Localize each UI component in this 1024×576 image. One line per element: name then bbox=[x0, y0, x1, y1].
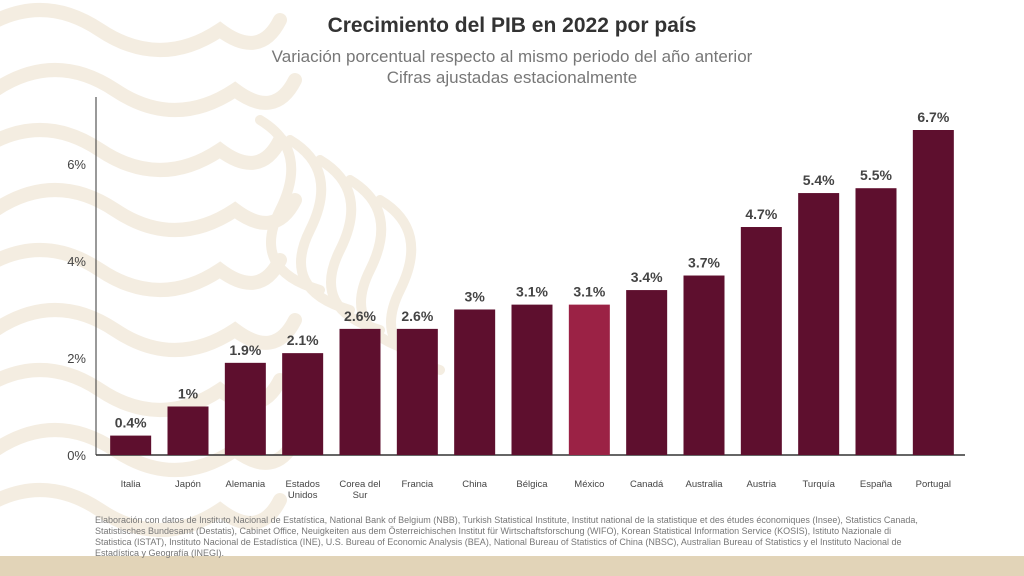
bar bbox=[740, 227, 782, 455]
pattern-swirl bbox=[0, 183, 302, 237]
pattern-swirl bbox=[0, 423, 302, 477]
x-tick-label: Francia bbox=[401, 479, 433, 490]
bar-value-label: 3.4% bbox=[631, 269, 663, 285]
bar-value-label: 0.4% bbox=[115, 415, 147, 431]
bar-value-label: 3.7% bbox=[688, 255, 720, 271]
pattern-swirl bbox=[0, 3, 287, 57]
x-tick-label: Alemania bbox=[226, 479, 266, 490]
bar-value-label: 4.7% bbox=[745, 206, 777, 222]
bar-chart: 0% 2% 4% 6% 0.4% Italia 1% Japón 1.9% Alemania 2.1… bbox=[67, 97, 965, 501]
x-tick-label: Italia bbox=[121, 479, 142, 490]
x-tick-label: Japón bbox=[175, 479, 201, 490]
bar-value-label: 1.9% bbox=[229, 342, 261, 358]
y-tick-label: 0% bbox=[67, 448, 86, 463]
pattern-swirl bbox=[0, 303, 302, 357]
bar-value-label: 2.1% bbox=[287, 332, 319, 348]
x-tick-label: Bélgica bbox=[516, 479, 548, 490]
y-tick-label: 2% bbox=[67, 351, 86, 366]
bar bbox=[339, 328, 381, 455]
bar bbox=[626, 290, 668, 455]
pattern-swirl bbox=[0, 123, 287, 177]
bar bbox=[396, 328, 438, 455]
pattern-swirl bbox=[315, 155, 385, 335]
bar bbox=[110, 435, 152, 455]
y-tick-label: 6% bbox=[67, 157, 86, 172]
x-tick-label: Sur bbox=[353, 490, 368, 501]
chart-subtitle-line-1: Variación porcentual respecto al mismo p… bbox=[271, 47, 753, 66]
x-tick-label: Unidos bbox=[288, 490, 318, 501]
pattern-swirl bbox=[0, 63, 302, 117]
bar bbox=[798, 193, 840, 456]
pattern-swirl bbox=[0, 243, 287, 297]
x-tick-label: Portugal bbox=[916, 479, 951, 490]
bar bbox=[912, 130, 954, 455]
bar bbox=[454, 309, 496, 455]
x-tick-label: México bbox=[574, 479, 604, 490]
bar bbox=[568, 304, 610, 455]
y-tick-label: 4% bbox=[67, 254, 86, 269]
x-tick-label: Austria bbox=[747, 479, 777, 490]
footer-bar bbox=[0, 556, 1024, 576]
bar-value-label: 2.6% bbox=[344, 308, 376, 324]
pattern-swirl bbox=[0, 483, 287, 537]
pattern-swirl bbox=[255, 115, 325, 295]
x-tick-label: Corea del bbox=[339, 479, 380, 490]
bar-value-label: 3.1% bbox=[573, 284, 605, 300]
x-tick-label: Canadá bbox=[630, 479, 664, 490]
bar bbox=[282, 353, 324, 455]
bar bbox=[683, 275, 725, 455]
x-tick-label: Australia bbox=[686, 479, 724, 490]
bar-value-label: 5.4% bbox=[803, 172, 835, 188]
bar-value-label: 3.1% bbox=[516, 284, 548, 300]
x-tick-label: Turquía bbox=[802, 479, 835, 490]
bar-value-label: 5.5% bbox=[860, 167, 892, 183]
source-note: Elaboración con datos de Instituto Nacio… bbox=[95, 515, 918, 558]
pattern-swirl bbox=[285, 135, 355, 315]
bar-value-label: 1% bbox=[178, 385, 199, 401]
chart-title: Crecimiento del PIB en 2022 por país bbox=[327, 14, 697, 37]
bar bbox=[511, 304, 553, 455]
chart-subtitle-line-2: Cifras ajustadas estacionalmente bbox=[386, 68, 638, 87]
bar bbox=[855, 188, 897, 455]
x-tick-label: Estados bbox=[286, 479, 321, 490]
x-tick-label: España bbox=[860, 479, 893, 490]
bar-value-label: 3% bbox=[465, 288, 486, 304]
bar-value-label: 2.6% bbox=[401, 308, 433, 324]
bar-value-label: 6.7% bbox=[917, 109, 949, 125]
bar bbox=[167, 406, 209, 455]
bar bbox=[224, 362, 266, 455]
x-tick-label: China bbox=[462, 479, 488, 490]
